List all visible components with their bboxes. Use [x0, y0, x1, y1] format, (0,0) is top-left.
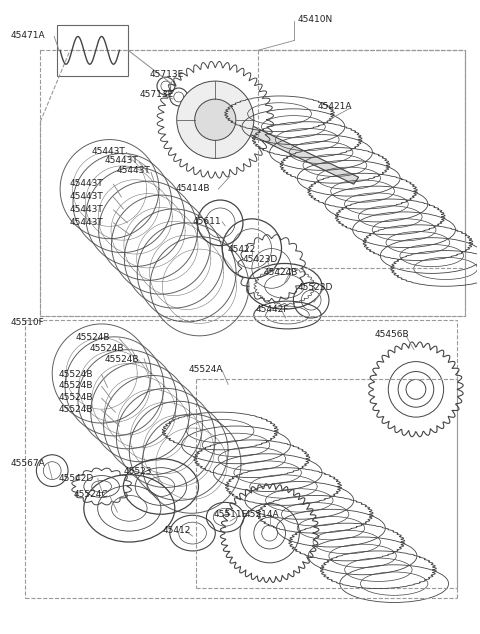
Text: 45523: 45523: [123, 467, 152, 476]
Text: 45567A: 45567A: [11, 459, 46, 468]
Text: 45524B: 45524B: [58, 393, 93, 403]
Text: 45524C: 45524C: [74, 491, 108, 500]
Text: 45422: 45422: [227, 245, 255, 254]
Ellipse shape: [177, 81, 254, 158]
Text: 45510F: 45510F: [11, 318, 45, 327]
Text: 45713E: 45713E: [149, 70, 183, 79]
Text: 45542D: 45542D: [58, 474, 94, 482]
Text: 45443T: 45443T: [117, 166, 150, 176]
Text: 45524B: 45524B: [58, 382, 93, 391]
Text: 45713E: 45713E: [139, 90, 173, 99]
Text: 45524B: 45524B: [76, 333, 110, 342]
Text: 45421A: 45421A: [317, 102, 351, 111]
Ellipse shape: [195, 99, 236, 140]
Text: 45471A: 45471A: [11, 30, 45, 39]
Text: 45514A: 45514A: [245, 510, 279, 519]
Text: 45511E: 45511E: [213, 510, 248, 519]
Text: 45414B: 45414B: [176, 184, 210, 193]
Bar: [40, 50, 466, 316]
Text: 45524B: 45524B: [105, 354, 139, 364]
Text: 45524B: 45524B: [58, 370, 93, 378]
Text: 45423D: 45423D: [243, 255, 278, 264]
Text: 45523D: 45523D: [297, 283, 333, 292]
Text: 45443T: 45443T: [70, 179, 104, 188]
Polygon shape: [189, 97, 359, 184]
Text: 45443T: 45443T: [105, 157, 138, 165]
Text: 45412: 45412: [163, 526, 191, 535]
Text: 45410N: 45410N: [297, 15, 333, 23]
Text: 45424B: 45424B: [264, 268, 298, 278]
Text: 45524B: 45524B: [58, 405, 93, 414]
Text: 45524B: 45524B: [90, 344, 124, 353]
Text: 45443T: 45443T: [70, 205, 104, 214]
Text: 45443T: 45443T: [70, 218, 104, 227]
Text: 45611: 45611: [192, 217, 221, 226]
Text: 45524A: 45524A: [189, 365, 223, 373]
Bar: [57, 25, 128, 76]
Text: 45443T: 45443T: [92, 146, 125, 155]
Text: 45442F: 45442F: [256, 305, 289, 314]
Text: 45456B: 45456B: [374, 330, 409, 339]
Text: 45443T: 45443T: [70, 192, 104, 201]
